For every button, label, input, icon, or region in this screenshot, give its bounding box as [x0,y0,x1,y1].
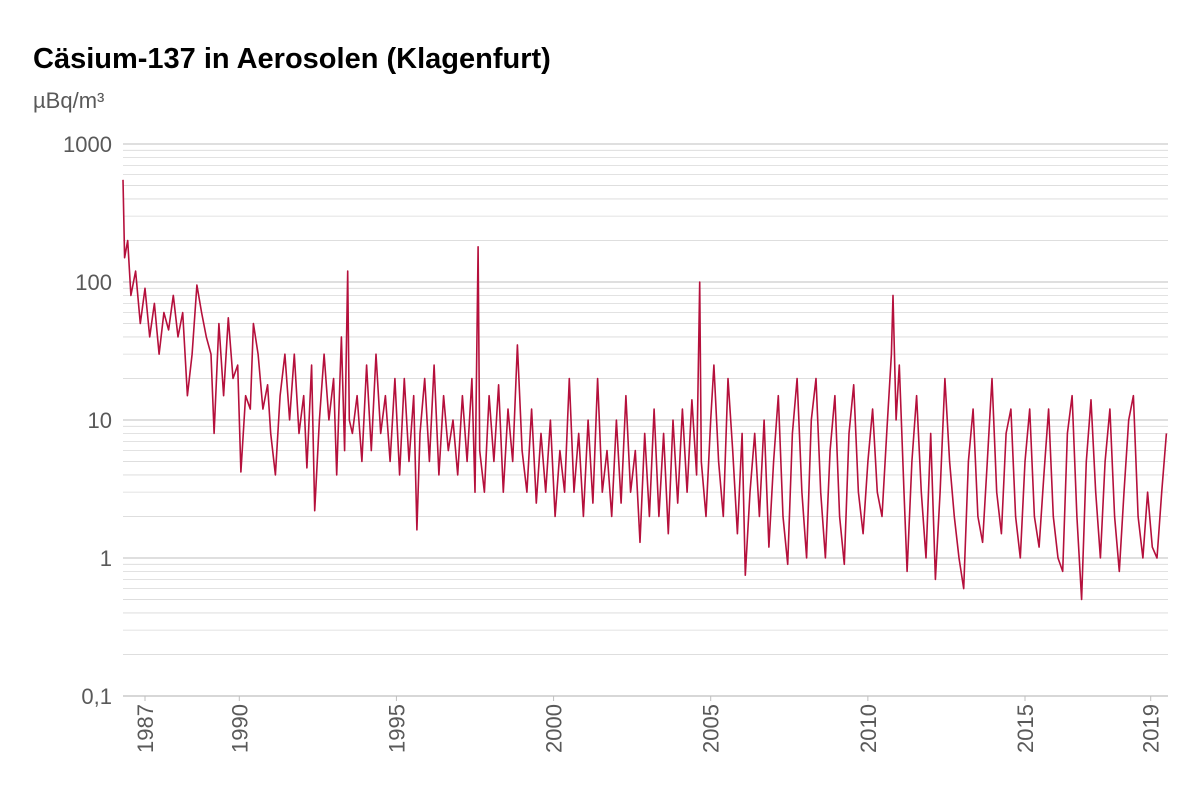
y-tick-label: 10 [88,408,112,433]
x-tick-label: 1987 [133,704,158,753]
y-tick-label: 1000 [63,132,112,157]
x-tick-label: 2000 [542,704,567,753]
y-tick-label: 1 [100,546,112,571]
y-tick-label: 100 [75,270,112,295]
chart-title: Cäsium-137 in Aerosolen (Klagenfurt) [33,43,551,75]
x-tick-label: 1995 [384,704,409,753]
x-tick-label: 2010 [856,704,881,753]
y-tick-label: 0,1 [81,684,112,709]
x-tick-label: 1990 [227,704,252,753]
x-tick-label: 2019 [1139,704,1164,753]
x-tick-label: 2015 [1013,704,1038,753]
data-line [122,179,1168,601]
y-axis-label: µBq/m³ [33,88,104,113]
x-tick-label: 2005 [699,704,724,753]
